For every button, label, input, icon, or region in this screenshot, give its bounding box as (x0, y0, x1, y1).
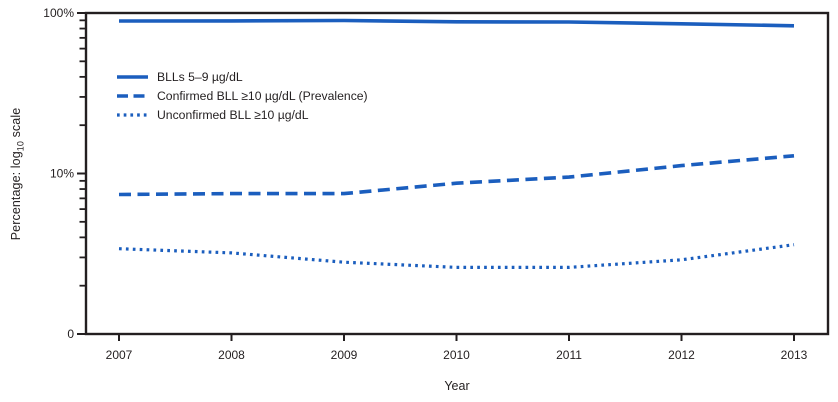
legend-dotted-line-swatch (117, 112, 148, 117)
x-tick-label: 2013 (781, 348, 808, 362)
x-tick-label: 2010 (443, 348, 470, 362)
legend-item-confirmed: Confirmed BLL ≥10 µg/dL (Prevalence) (117, 86, 368, 105)
y-tick-label: 100% (43, 6, 74, 20)
legend-solid-line-swatch (117, 74, 148, 79)
x-tick-label: 2007 (106, 348, 133, 362)
x-tick-label: 2009 (331, 348, 358, 362)
y-axis-title-subscript: 10 (15, 140, 26, 152)
x-tick-label: 2012 (668, 348, 695, 362)
legend: BLLs 5–9 µg/dL Confirmed BLL ≥10 µg/dL (… (117, 67, 368, 124)
plot-frame (84, 11, 830, 336)
y-tick-label: 10% (50, 167, 74, 181)
x-axis-title: Year (444, 379, 470, 393)
y-axis-title-suffix: scale (8, 107, 23, 141)
legend-label: BLLs 5–9 µg/dL (157, 69, 243, 84)
legend-label: Unconfirmed BLL ≥10 µg/dL (157, 107, 309, 122)
legend-item-blls-5-9: BLLs 5–9 µg/dL (117, 67, 368, 86)
y-axis-title-prefix: Percentage: log (8, 151, 23, 241)
legend-dashed-line-swatch (117, 93, 148, 98)
x-tick-label: 2011 (556, 348, 582, 362)
y-axis-title: Percentage: log10 scale (9, 108, 26, 241)
series-line-solid (118, 18, 795, 28)
series-line-dashed (118, 154, 795, 197)
legend-item-unconfirmed: Unconfirmed BLL ≥10 µg/dL (117, 105, 368, 124)
x-tick-label: 2008 (218, 348, 245, 362)
legend-label: Confirmed BLL ≥10 µg/dL (Prevalence) (157, 88, 368, 103)
series-line-dotted (118, 243, 795, 269)
y-tick-label: 0 (67, 327, 74, 341)
